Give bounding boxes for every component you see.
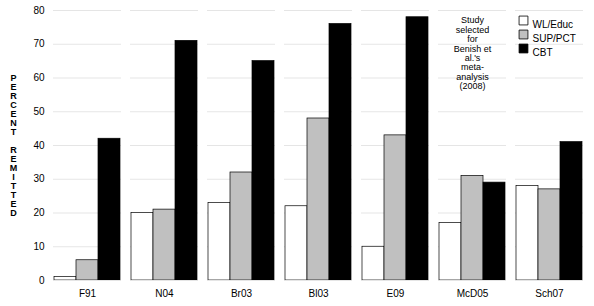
svg-text:30: 30 [33,173,45,184]
svg-text:10: 10 [33,241,45,252]
svg-text:StudyselectedforBenish etal.'s: StudyselectedforBenish etal.'smeta-analy… [454,15,492,91]
svg-text:50: 50 [33,106,45,117]
svg-text:PERCENTREMITTED: PERCENTREMITTED [10,73,18,218]
svg-text:20: 20 [33,207,45,218]
svg-text:SUP/PCT: SUP/PCT [533,33,576,44]
svg-text:E09: E09 [387,288,405,299]
svg-text:80: 80 [33,5,45,16]
svg-text:60: 60 [33,72,45,83]
svg-text:40: 40 [33,140,45,151]
svg-text:F91: F91 [79,288,97,299]
svg-text:Bl03: Bl03 [308,288,328,299]
svg-text:0: 0 [39,275,45,286]
svg-text:Br03: Br03 [231,288,253,299]
svg-text:McD05: McD05 [457,288,489,299]
svg-text:WL/Educ: WL/Educ [533,19,574,30]
svg-text:70: 70 [33,38,45,49]
svg-text:CBT: CBT [533,47,553,58]
svg-text:Sch07: Sch07 [535,288,564,299]
svg-text:N04: N04 [155,288,174,299]
